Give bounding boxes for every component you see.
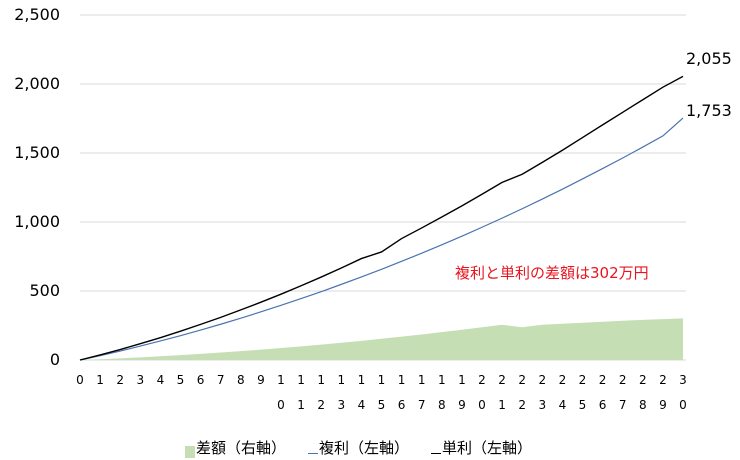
legend-label: 複利（左軸） bbox=[319, 439, 410, 457]
x-tick-label: 1 bbox=[297, 398, 305, 412]
x-tick-label: 2 bbox=[638, 373, 647, 387]
legend-item-compound: 複利（左軸） bbox=[308, 437, 409, 458]
legend-label: 単利（左軸） bbox=[442, 439, 533, 457]
series-line bbox=[79, 117, 684, 361]
y-tick-label: 2,500 bbox=[14, 5, 60, 24]
x-tick-label: 7 bbox=[216, 373, 225, 387]
x-tick-label: 5 bbox=[176, 373, 185, 387]
line-swatch-icon bbox=[431, 453, 442, 454]
x-tick-label: 4 bbox=[558, 398, 567, 412]
x-tick-label: 2 bbox=[116, 373, 124, 387]
x-tick-label: 4 bbox=[156, 373, 165, 387]
x-tick-label: 7 bbox=[417, 398, 426, 412]
x-tick-label: 1 bbox=[458, 373, 466, 387]
x-tick-label: 7 bbox=[618, 398, 627, 412]
x-tick-label: 1 bbox=[297, 373, 305, 387]
x-tick-label: 3 bbox=[679, 373, 687, 387]
x-tick-label: 1 bbox=[357, 373, 366, 387]
x-tick-label: 0 bbox=[277, 398, 285, 412]
x-tick-label: 0 bbox=[76, 373, 84, 387]
x-tick-label: 0 bbox=[478, 398, 486, 412]
x-tick-label: 2 bbox=[618, 373, 627, 387]
x-tick-label: 5 bbox=[578, 398, 587, 412]
y-tick-label: 0 bbox=[49, 350, 60, 369]
x-tick-label: 1 bbox=[417, 373, 426, 387]
x-tick-label: 3 bbox=[538, 398, 547, 412]
x-tick-label: 3 bbox=[136, 373, 145, 387]
y-tick-label: 1,000 bbox=[14, 212, 60, 231]
legend-item-diff: 差額（右軸） bbox=[185, 437, 286, 458]
x-tick-label: 9 bbox=[458, 398, 466, 412]
x-tick-label: 2 bbox=[538, 373, 547, 387]
series-line bbox=[79, 75, 684, 361]
x-tick-label: 8 bbox=[437, 398, 446, 412]
x-tick-label: 2 bbox=[317, 398, 325, 412]
x-tick-label: 2 bbox=[659, 373, 667, 387]
x-tick-label: 1 bbox=[96, 373, 104, 387]
y-tick-label: 2,000 bbox=[14, 74, 60, 93]
x-tick-label: 2 bbox=[578, 373, 587, 387]
x-tick-label: 2 bbox=[518, 373, 526, 387]
area-swatch-icon bbox=[185, 446, 195, 458]
x-tick-label: 1 bbox=[437, 373, 446, 387]
x-tick-label: 3 bbox=[337, 398, 346, 412]
x-tick-label: 5 bbox=[377, 398, 386, 412]
x-tick-label: 1 bbox=[498, 398, 506, 412]
x-tick-label: 2 bbox=[518, 398, 526, 412]
x-tick-label: 1 bbox=[277, 373, 285, 387]
x-tick-label: 9 bbox=[257, 373, 265, 387]
x-tick-label: 6 bbox=[196, 373, 205, 387]
end-label-simple: 2,055 bbox=[686, 49, 732, 68]
x-tick-label: 2 bbox=[498, 373, 506, 387]
y-tick-label: 500 bbox=[29, 281, 60, 300]
x-tick-label: 6 bbox=[598, 398, 607, 412]
x-tick-label: 9 bbox=[659, 398, 667, 412]
x-tick-label: 4 bbox=[357, 398, 366, 412]
y-tick-label: 1,500 bbox=[14, 143, 60, 162]
x-tick-label: 6 bbox=[397, 398, 406, 412]
x-tick-label: 1 bbox=[397, 373, 406, 387]
x-tick-label: 1 bbox=[317, 373, 325, 387]
line-swatch-icon bbox=[308, 453, 319, 454]
difference-annotation: 複利と単利の差額は302万円 bbox=[455, 264, 649, 282]
legend-label: 差額（右軸） bbox=[196, 439, 287, 457]
x-tick-label: 0 bbox=[679, 398, 687, 412]
x-tick-label: 1 bbox=[377, 373, 386, 387]
x-tick-label: 2 bbox=[598, 373, 607, 387]
x-tick-label: 1 bbox=[337, 373, 346, 387]
x-tick-label: 2 bbox=[478, 373, 486, 387]
x-tick-label: 8 bbox=[638, 398, 647, 412]
legend: 差額（右軸） 複利（左軸） 単利（左軸） bbox=[185, 437, 532, 458]
end-label-compound: 1,753 bbox=[686, 101, 732, 120]
x-tick-label: 8 bbox=[236, 373, 245, 387]
legend-item-simple: 単利（左軸） bbox=[431, 437, 532, 458]
diff-area bbox=[80, 318, 683, 360]
x-tick-label: 2 bbox=[558, 373, 567, 387]
